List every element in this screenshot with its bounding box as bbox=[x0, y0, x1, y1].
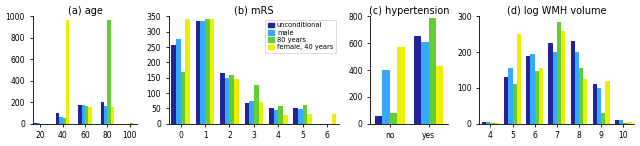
Bar bbox=[269, 108, 274, 124]
Bar bbox=[176, 39, 180, 124]
Bar bbox=[108, 20, 111, 124]
Bar bbox=[526, 56, 531, 124]
Bar bbox=[293, 108, 298, 124]
Bar bbox=[495, 123, 499, 124]
Bar bbox=[490, 123, 495, 124]
Bar bbox=[85, 106, 88, 124]
Bar bbox=[593, 84, 597, 124]
Bar bbox=[597, 88, 601, 124]
Legend: unconditional, male, 80 years, female, 40 years: unconditional, male, 80 years, female, 4… bbox=[265, 20, 336, 53]
Bar bbox=[628, 122, 632, 124]
Bar bbox=[254, 85, 259, 124]
Bar bbox=[390, 113, 397, 124]
Bar bbox=[482, 122, 486, 124]
Bar bbox=[78, 105, 81, 124]
Bar bbox=[104, 106, 108, 124]
Bar bbox=[605, 81, 610, 124]
Bar bbox=[534, 71, 539, 124]
Bar bbox=[436, 66, 444, 124]
Bar bbox=[508, 68, 513, 124]
Bar bbox=[414, 36, 421, 124]
Bar bbox=[88, 107, 92, 124]
Bar bbox=[561, 31, 565, 124]
Bar bbox=[298, 109, 303, 124]
Bar bbox=[196, 21, 200, 124]
Bar bbox=[429, 18, 436, 124]
Bar bbox=[186, 19, 190, 124]
Bar bbox=[539, 68, 543, 124]
Bar bbox=[37, 123, 40, 124]
Bar bbox=[220, 73, 225, 124]
Bar bbox=[553, 52, 557, 124]
Bar bbox=[516, 34, 521, 124]
Bar bbox=[504, 77, 508, 124]
Bar bbox=[66, 20, 69, 124]
Bar bbox=[421, 42, 429, 124]
Title: (c) hypertension: (c) hypertension bbox=[369, 6, 449, 16]
Bar bbox=[274, 110, 278, 124]
Bar bbox=[583, 79, 588, 124]
Bar bbox=[531, 54, 534, 124]
Bar bbox=[63, 118, 66, 124]
Bar bbox=[100, 102, 104, 124]
Bar bbox=[557, 22, 561, 124]
Bar bbox=[60, 117, 63, 124]
Bar bbox=[486, 122, 490, 124]
Bar bbox=[259, 102, 263, 124]
Bar bbox=[234, 79, 239, 124]
Title: (d) log WMH volume: (d) log WMH volume bbox=[507, 6, 607, 16]
Bar bbox=[623, 123, 628, 124]
Bar bbox=[249, 101, 254, 124]
Bar bbox=[307, 114, 312, 124]
Title: (a) age: (a) age bbox=[67, 6, 102, 16]
Bar bbox=[129, 123, 133, 124]
Bar bbox=[575, 52, 579, 124]
Bar bbox=[34, 123, 37, 124]
Bar bbox=[383, 70, 390, 124]
Bar bbox=[397, 47, 404, 124]
Bar bbox=[81, 105, 85, 124]
Bar bbox=[303, 105, 307, 124]
Bar bbox=[56, 113, 60, 124]
Bar bbox=[375, 116, 383, 124]
Bar bbox=[571, 41, 575, 124]
Bar bbox=[601, 113, 605, 124]
Bar bbox=[172, 45, 176, 124]
Bar bbox=[332, 114, 336, 124]
Bar bbox=[210, 19, 214, 124]
Bar bbox=[205, 19, 210, 124]
Bar bbox=[283, 115, 287, 124]
Bar bbox=[111, 107, 114, 124]
Bar bbox=[615, 120, 619, 124]
Bar bbox=[548, 43, 553, 124]
Title: (b) mRS: (b) mRS bbox=[234, 6, 274, 16]
Bar bbox=[579, 68, 583, 124]
Bar bbox=[619, 120, 623, 124]
Bar bbox=[225, 78, 230, 124]
Bar bbox=[513, 84, 516, 124]
Bar bbox=[200, 21, 205, 124]
Bar bbox=[244, 103, 249, 124]
Bar bbox=[180, 72, 186, 124]
Bar bbox=[278, 106, 283, 124]
Bar bbox=[230, 75, 234, 124]
